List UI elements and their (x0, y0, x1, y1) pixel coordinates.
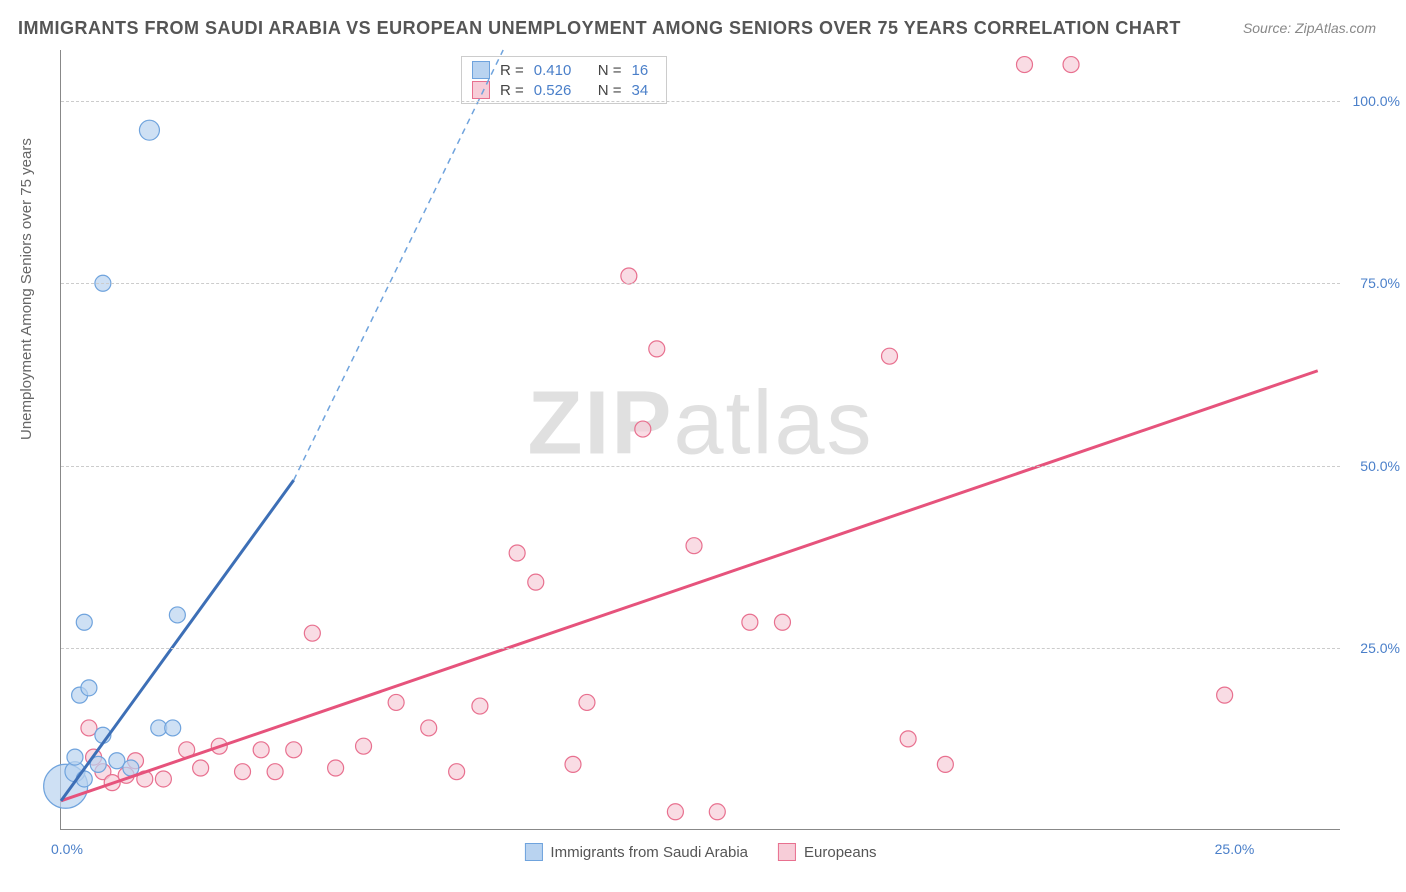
source-attribution: Source: ZipAtlas.com (1243, 20, 1376, 36)
y-axis-label: Unemployment Among Seniors over 75 years (18, 138, 35, 440)
scatter-point-euro (937, 756, 953, 772)
gridline (61, 466, 1340, 467)
legend-label-euro: Europeans (804, 844, 877, 861)
scatter-point-saudi (76, 614, 92, 630)
y-tick-label: 50.0% (1345, 458, 1400, 474)
scatter-point-euro (328, 760, 344, 776)
scatter-point-euro (388, 694, 404, 710)
scatter-point-euro (155, 771, 171, 787)
chart-title: IMMIGRANTS FROM SAUDI ARABIA VS EUROPEAN… (18, 18, 1181, 39)
scatter-point-euro (882, 348, 898, 364)
scatter-point-euro (509, 545, 525, 561)
scatter-point-euro (621, 268, 637, 284)
scatter-point-euro (286, 742, 302, 758)
scatter-point-euro (686, 538, 702, 554)
y-tick-label: 75.0% (1345, 275, 1400, 291)
scatter-point-saudi (165, 720, 181, 736)
scatter-point-euro (579, 694, 595, 710)
gridline (61, 283, 1340, 284)
legend-swatch-saudi (524, 843, 542, 861)
scatter-point-euro (449, 764, 465, 780)
plot-area: ZIPatlas R = 0.410 N = 16 R = 0.526 N = … (60, 50, 1340, 830)
x-tick-label: 25.0% (1215, 841, 1255, 857)
gridline (61, 648, 1340, 649)
series-legend: Immigrants from Saudi Arabia Europeans (524, 843, 876, 861)
scatter-point-euro (900, 731, 916, 747)
scatter-point-euro (304, 625, 320, 641)
x-tick-label: 0.0% (51, 841, 83, 857)
scatter-point-euro (193, 760, 209, 776)
legend-swatch-euro (778, 843, 796, 861)
scatter-point-euro (235, 764, 251, 780)
scatter-point-euro (635, 421, 651, 437)
scatter-point-saudi (139, 120, 159, 140)
scatter-point-euro (649, 341, 665, 357)
scatter-point-euro (1217, 687, 1233, 703)
scatter-point-saudi (67, 749, 83, 765)
plot-svg (61, 50, 1340, 829)
scatter-point-euro (774, 614, 790, 630)
legend-label-saudi: Immigrants from Saudi Arabia (550, 844, 748, 861)
scatter-point-euro (709, 804, 725, 820)
trend-line-euro (61, 371, 1318, 801)
gridline (61, 101, 1340, 102)
scatter-point-euro (1063, 57, 1079, 73)
scatter-point-euro (1016, 57, 1032, 73)
legend-item-euro: Europeans (778, 843, 877, 861)
scatter-point-saudi (81, 680, 97, 696)
scatter-point-euro (528, 574, 544, 590)
scatter-point-euro (667, 804, 683, 820)
y-tick-label: 100.0% (1345, 93, 1400, 109)
scatter-point-saudi (169, 607, 185, 623)
trend-line-extrapolation-saudi (294, 50, 503, 480)
legend-item-saudi: Immigrants from Saudi Arabia (524, 843, 748, 861)
scatter-point-euro (421, 720, 437, 736)
scatter-point-euro (565, 756, 581, 772)
scatter-point-euro (742, 614, 758, 630)
y-tick-label: 25.0% (1345, 640, 1400, 656)
scatter-point-euro (356, 738, 372, 754)
scatter-point-euro (472, 698, 488, 714)
scatter-point-euro (253, 742, 269, 758)
chart-container: IMMIGRANTS FROM SAUDI ARABIA VS EUROPEAN… (0, 0, 1406, 892)
scatter-point-euro (267, 764, 283, 780)
